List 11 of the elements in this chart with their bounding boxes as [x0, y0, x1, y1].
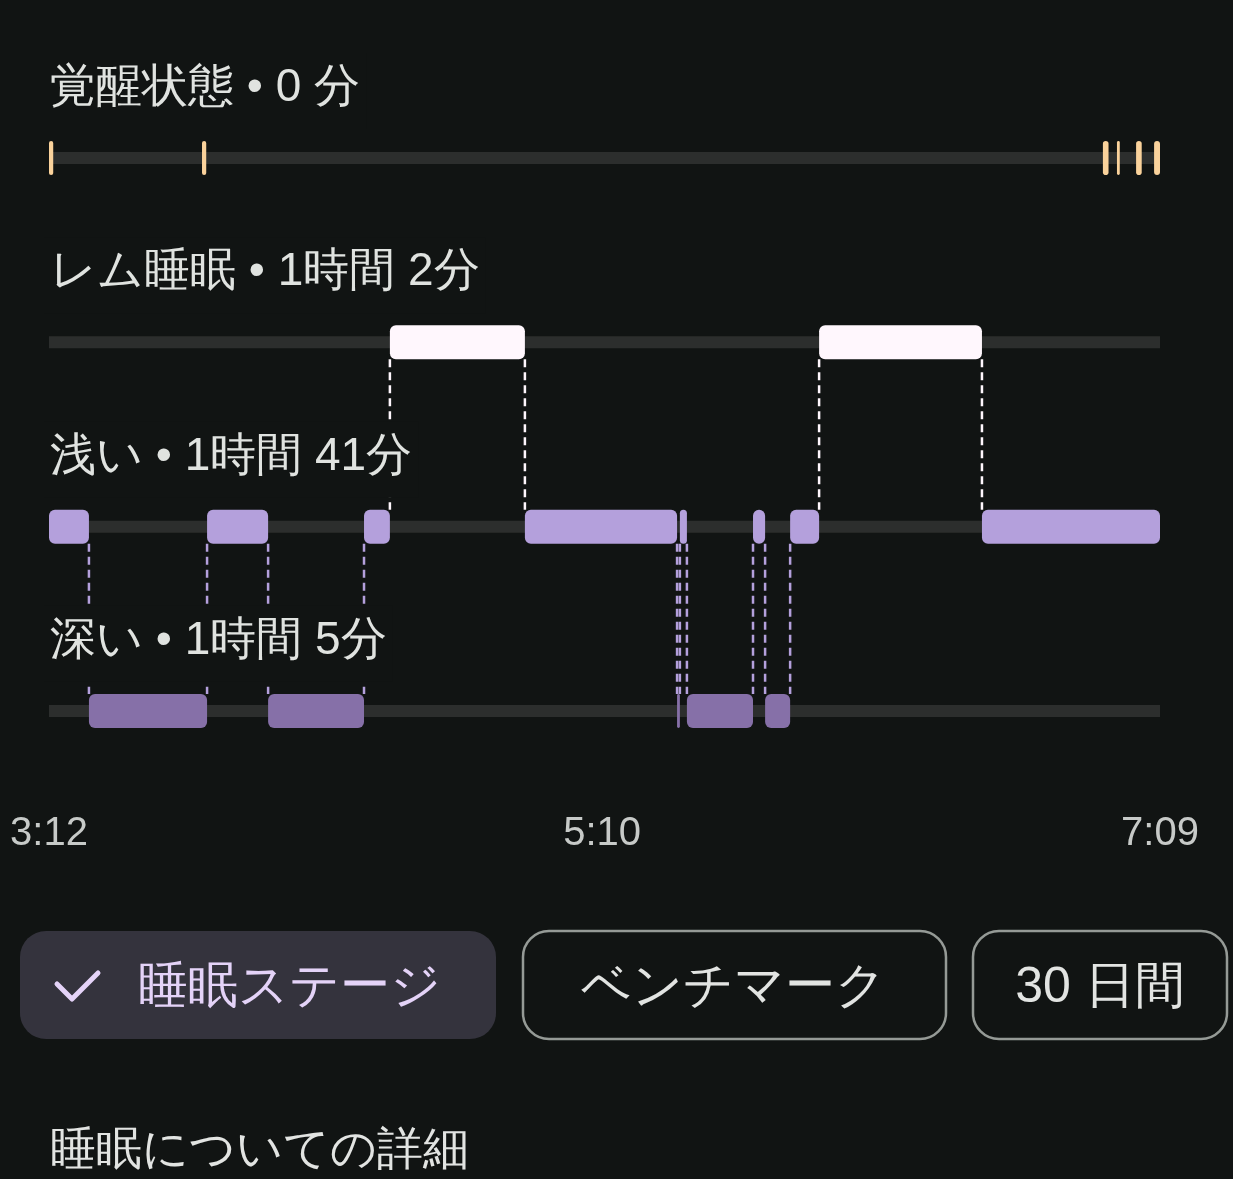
chip-label: 30 日間 — [1015, 957, 1185, 1013]
category-label: 覚醒状態 • 0 分 — [50, 59, 361, 111]
chip-label: 睡眠ステージ — [138, 957, 441, 1013]
tick-label: 7:09 — [1121, 809, 1199, 853]
category-label: 深い • 1時間 5分 — [50, 612, 387, 664]
category-label: 浅い • 1時間 41分 — [50, 427, 413, 480]
chip-label: ベンチマーク — [581, 957, 886, 1013]
tick-label: 5:10 — [563, 809, 642, 853]
section-heading: 睡眠についての詳細 — [50, 1122, 469, 1174]
category-label: レム睡眠 • 1時間 2分 — [50, 243, 480, 296]
tick-label: 3:12 — [10, 809, 88, 853]
